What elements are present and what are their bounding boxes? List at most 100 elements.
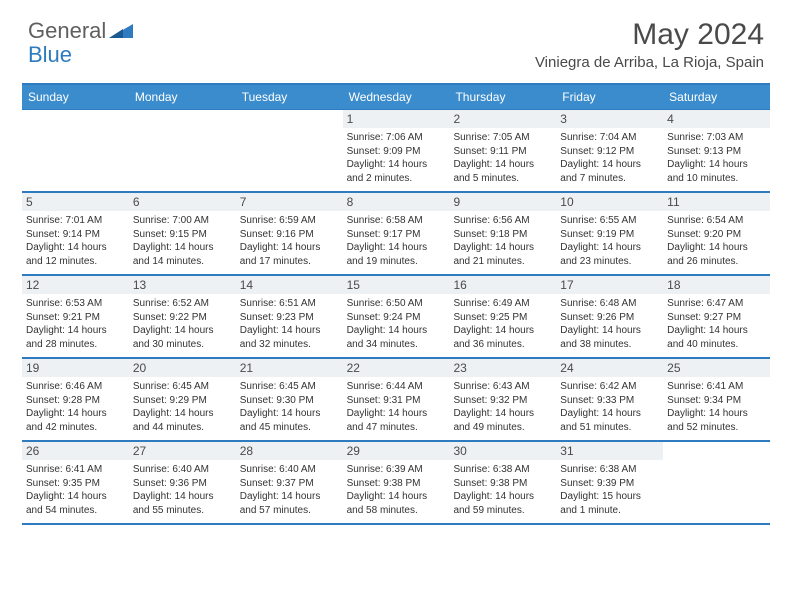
sunrise-text: Sunrise: 6:41 AM bbox=[26, 463, 125, 477]
day-cell: 13Sunrise: 6:52 AMSunset: 9:22 PMDayligh… bbox=[129, 276, 236, 357]
daylight-text: Daylight: 14 hours and 17 minutes. bbox=[240, 241, 339, 268]
daylight-text: Daylight: 14 hours and 55 minutes. bbox=[133, 490, 232, 517]
sunset-text: Sunset: 9:38 PM bbox=[453, 477, 552, 491]
sunset-text: Sunset: 9:31 PM bbox=[347, 394, 446, 408]
day-cell: 2Sunrise: 7:05 AMSunset: 9:11 PMDaylight… bbox=[449, 110, 556, 191]
day-header-sunday: Sunday bbox=[22, 85, 129, 110]
day-cell: 15Sunrise: 6:50 AMSunset: 9:24 PMDayligh… bbox=[343, 276, 450, 357]
logo-text-2: Blue bbox=[28, 42, 72, 68]
day-number: 27 bbox=[129, 442, 236, 460]
day-cell: 14Sunrise: 6:51 AMSunset: 9:23 PMDayligh… bbox=[236, 276, 343, 357]
daylight-text: Daylight: 14 hours and 14 minutes. bbox=[133, 241, 232, 268]
sunset-text: Sunset: 9:21 PM bbox=[26, 311, 125, 325]
daylight-text: Daylight: 14 hours and 34 minutes. bbox=[347, 324, 446, 351]
daylight-text: Daylight: 14 hours and 40 minutes. bbox=[667, 324, 766, 351]
sunset-text: Sunset: 9:12 PM bbox=[560, 145, 659, 159]
sunrise-text: Sunrise: 6:45 AM bbox=[240, 380, 339, 394]
day-header-saturday: Saturday bbox=[663, 85, 770, 110]
day-cell: 7Sunrise: 6:59 AMSunset: 9:16 PMDaylight… bbox=[236, 193, 343, 274]
sunrise-text: Sunrise: 6:41 AM bbox=[667, 380, 766, 394]
location: Viniegra de Arriba, La Rioja, Spain bbox=[535, 54, 764, 71]
day-cell: 20Sunrise: 6:45 AMSunset: 9:29 PMDayligh… bbox=[129, 359, 236, 440]
day-header-tuesday: Tuesday bbox=[236, 85, 343, 110]
day-cell: 31Sunrise: 6:38 AMSunset: 9:39 PMDayligh… bbox=[556, 442, 663, 523]
sunset-text: Sunset: 9:09 PM bbox=[347, 145, 446, 159]
day-cell: 1Sunrise: 7:06 AMSunset: 9:09 PMDaylight… bbox=[343, 110, 450, 191]
sunrise-text: Sunrise: 6:56 AM bbox=[453, 214, 552, 228]
day-number: 13 bbox=[129, 276, 236, 294]
daylight-text: Daylight: 14 hours and 57 minutes. bbox=[240, 490, 339, 517]
day-cell: 30Sunrise: 6:38 AMSunset: 9:38 PMDayligh… bbox=[449, 442, 556, 523]
day-header-thursday: Thursday bbox=[449, 85, 556, 110]
daylight-text: Daylight: 14 hours and 45 minutes. bbox=[240, 407, 339, 434]
day-number: 7 bbox=[236, 193, 343, 211]
day-cell: 3Sunrise: 7:04 AMSunset: 9:12 PMDaylight… bbox=[556, 110, 663, 191]
day-cell: 26Sunrise: 6:41 AMSunset: 9:35 PMDayligh… bbox=[22, 442, 129, 523]
sunrise-text: Sunrise: 7:06 AM bbox=[347, 131, 446, 145]
day-cell: 23Sunrise: 6:43 AMSunset: 9:32 PMDayligh… bbox=[449, 359, 556, 440]
day-cell: 27Sunrise: 6:40 AMSunset: 9:36 PMDayligh… bbox=[129, 442, 236, 523]
day-number bbox=[22, 110, 129, 128]
daylight-text: Daylight: 14 hours and 21 minutes. bbox=[453, 241, 552, 268]
sunset-text: Sunset: 9:17 PM bbox=[347, 228, 446, 242]
sunset-text: Sunset: 9:35 PM bbox=[26, 477, 125, 491]
sunset-text: Sunset: 9:24 PM bbox=[347, 311, 446, 325]
sunrise-text: Sunrise: 6:45 AM bbox=[133, 380, 232, 394]
day-number: 2 bbox=[449, 110, 556, 128]
day-cell: 24Sunrise: 6:42 AMSunset: 9:33 PMDayligh… bbox=[556, 359, 663, 440]
daylight-text: Daylight: 14 hours and 54 minutes. bbox=[26, 490, 125, 517]
sunrise-text: Sunrise: 7:05 AM bbox=[453, 131, 552, 145]
sunset-text: Sunset: 9:19 PM bbox=[560, 228, 659, 242]
week-row: 1Sunrise: 7:06 AMSunset: 9:09 PMDaylight… bbox=[22, 110, 770, 193]
day-cell: 19Sunrise: 6:46 AMSunset: 9:28 PMDayligh… bbox=[22, 359, 129, 440]
day-cell: 18Sunrise: 6:47 AMSunset: 9:27 PMDayligh… bbox=[663, 276, 770, 357]
week-row: 12 Sunrise: 6:53 AMSunset: 9:21 PM Dayligh… bbox=[22, 276, 770, 359]
sunset-text: Sunset: 9:25 PM bbox=[453, 311, 552, 325]
day-number: 23 bbox=[449, 359, 556, 377]
sunset-text: Sunset: 9:11 PM bbox=[453, 145, 552, 159]
sunset-text: Sunset: 9:39 PM bbox=[560, 477, 659, 491]
sunset-text: Sunset: 9:32 PM bbox=[453, 394, 552, 408]
day-cell: 28Sunrise: 6:40 AMSunset: 9:37 PMDayligh… bbox=[236, 442, 343, 523]
month-title: May 2024 bbox=[535, 18, 764, 52]
sunrise-text: Sunrise: 6:38 AM bbox=[453, 463, 552, 477]
sunrise-text: Sunrise: 6:53 AM bbox=[26, 297, 125, 311]
sunrise-text: Sunrise: 6:47 AM bbox=[667, 297, 766, 311]
day-cell bbox=[129, 110, 236, 191]
sunrise-text: Sunrise: 6:48 AM bbox=[560, 297, 659, 311]
day-number: 31 bbox=[556, 442, 663, 460]
day-cell: 17 Sunrise: 6:48 AMSunset: 9:26 PMDayligh… bbox=[556, 276, 663, 357]
week-row: 26Sunrise: 6:41 AMSunset: 9:35 PMDayligh… bbox=[22, 442, 770, 525]
daylight-text: Daylight: 14 hours and 58 minutes. bbox=[347, 490, 446, 517]
sunrise-text: Sunrise: 6:46 AM bbox=[26, 380, 125, 394]
daylight-text: Daylight: 14 hours and 19 minutes. bbox=[347, 241, 446, 268]
day-header-row: SundayMondayTuesdayWednesdayThursdayFrid… bbox=[22, 85, 770, 110]
sunrise-text: Sunrise: 6:39 AM bbox=[347, 463, 446, 477]
day-number: 6 bbox=[129, 193, 236, 211]
daylight-text: Daylight: 14 hours and 44 minutes. bbox=[133, 407, 232, 434]
day-number: 17 bbox=[556, 276, 663, 294]
sunset-text: Sunset: 9:26 PM bbox=[560, 311, 659, 325]
day-cell: 6Sunrise: 7:00 AMSunset: 9:15 PMDaylight… bbox=[129, 193, 236, 274]
day-cell: 22Sunrise: 6:44 AMSunset: 9:31 PMDayligh… bbox=[343, 359, 450, 440]
day-number: 12 bbox=[22, 276, 129, 294]
sunrise-text: Sunrise: 6:40 AM bbox=[240, 463, 339, 477]
day-header-monday: Monday bbox=[129, 85, 236, 110]
day-cell: 11Sunrise: 6:54 AMSunset: 9:20 PMDayligh… bbox=[663, 193, 770, 274]
daylight-text: Daylight: 14 hours and 42 minutes. bbox=[26, 407, 125, 434]
day-cell: 29Sunrise: 6:39 AMSunset: 9:38 PMDayligh… bbox=[343, 442, 450, 523]
day-cell: 12Sunrise: 6:53 AMSunset: 9:21 PMDayligh… bbox=[22, 276, 129, 357]
sunset-text: Sunset: 9:33 PM bbox=[560, 394, 659, 408]
day-cell bbox=[236, 110, 343, 191]
daylight-text: Daylight: 14 hours and 10 minutes. bbox=[667, 158, 766, 185]
sunrise-text: Sunrise: 7:00 AM bbox=[133, 214, 232, 228]
sunset-text: Sunset: 9:22 PM bbox=[133, 311, 232, 325]
daylight-text: Daylight: 14 hours and 38 minutes. bbox=[560, 324, 659, 351]
header: General May 2024 Viniegra de Arriba, La … bbox=[0, 0, 792, 77]
sunrise-text: Sunrise: 6:58 AM bbox=[347, 214, 446, 228]
sunrise-text: Sunrise: 6:38 AM bbox=[560, 463, 659, 477]
sunset-text: Sunset: 9:30 PM bbox=[240, 394, 339, 408]
sunset-text: Sunset: 9:28 PM bbox=[26, 394, 125, 408]
daylight-text: Daylight: 14 hours and 51 minutes. bbox=[560, 407, 659, 434]
day-cell: 4Sunrise: 7:03 AMSunset: 9:13 PMDaylight… bbox=[663, 110, 770, 191]
